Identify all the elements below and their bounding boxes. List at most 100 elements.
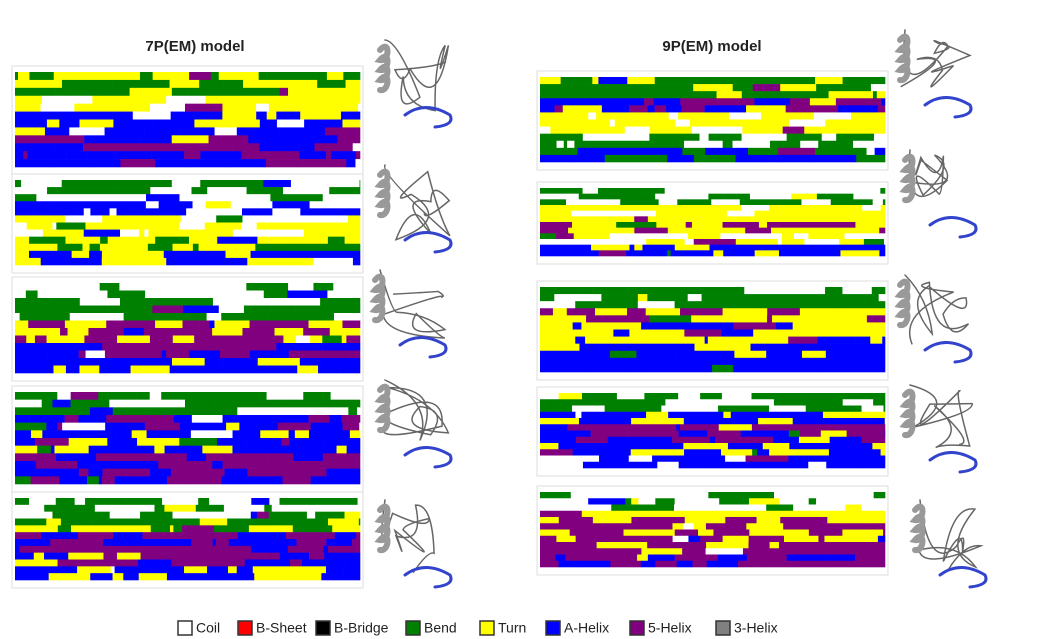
dssp-cell — [833, 351, 850, 358]
dssp-cell — [700, 505, 716, 512]
dssp-cell — [222, 336, 242, 344]
dssp-cell — [309, 321, 343, 329]
dssp-cell — [540, 205, 561, 211]
dssp-cell — [825, 424, 842, 431]
dssp-cell — [53, 366, 66, 374]
dssp-cell — [650, 205, 674, 211]
dssp-cell — [616, 98, 644, 105]
dssp-cell — [67, 187, 86, 194]
dssp-cell — [261, 366, 293, 374]
dssp-cell — [189, 446, 202, 454]
dssp-cell — [113, 573, 124, 580]
dssp-cell — [44, 553, 68, 560]
dssp-cell — [191, 407, 226, 415]
dssp-cell — [310, 336, 323, 344]
dssp-cell — [61, 135, 84, 143]
dssp-cell — [621, 418, 631, 425]
dssp-cell — [691, 91, 699, 98]
dssp-cell — [828, 105, 838, 112]
dssp-cell — [329, 187, 360, 194]
dssp-cell — [136, 258, 167, 265]
dssp-cell — [15, 407, 51, 415]
dssp-cell — [836, 98, 841, 105]
dssp-cell — [87, 72, 112, 80]
dssp-cell — [694, 523, 702, 530]
dssp-cell — [788, 294, 820, 301]
dssp-cell — [107, 143, 145, 151]
dssp-cell — [213, 291, 222, 299]
dssp-cell — [731, 431, 741, 438]
dssp-cell — [353, 258, 360, 265]
dssp-cell — [708, 194, 725, 200]
dssp-cell — [88, 328, 117, 336]
dssp-cell — [570, 245, 591, 251]
dssp-cell — [29, 72, 54, 80]
dssp-cell — [245, 560, 251, 567]
dssp-cell — [88, 151, 116, 159]
dssp-cell — [39, 546, 62, 553]
dssp-cell — [714, 344, 751, 351]
dssp-cell — [653, 530, 675, 537]
dssp-cell — [559, 517, 572, 524]
dssp-cell — [62, 180, 104, 187]
dssp-cell — [705, 148, 727, 155]
dssp-cell — [301, 215, 306, 222]
dssp-cell — [816, 84, 828, 91]
dssp-cell — [540, 536, 557, 543]
dssp-cell — [864, 239, 884, 245]
dssp-cell — [325, 438, 361, 446]
dssp-cell — [677, 561, 693, 568]
dssp-cell — [724, 155, 735, 162]
dssp-cell — [57, 96, 80, 104]
dssp-cell — [90, 208, 109, 215]
dssp-cell — [139, 230, 144, 237]
dssp-cell — [117, 553, 141, 560]
dssp-cell — [15, 321, 29, 329]
dssp-cell — [734, 351, 766, 358]
dssp-cell — [711, 199, 725, 205]
dssp-cell — [770, 542, 780, 549]
dssp-cell — [853, 141, 870, 148]
dssp-cell — [352, 539, 360, 546]
dssp-cell — [713, 250, 723, 256]
dssp-cell — [64, 251, 72, 258]
dssp-cell — [151, 525, 171, 532]
dssp-cell — [540, 399, 545, 406]
dssp-cell — [648, 437, 673, 444]
dssp-cell — [761, 548, 795, 555]
dssp-cell — [610, 561, 633, 568]
dssp-cell — [51, 251, 59, 258]
dssp-cell — [204, 283, 212, 291]
dssp-cell — [758, 418, 793, 425]
dssp-cell — [706, 542, 749, 549]
dssp-cell — [564, 530, 570, 537]
dssp-cell — [656, 222, 666, 228]
dssp-cell — [226, 407, 238, 415]
dssp-cell — [793, 216, 807, 222]
dssp-cell — [302, 505, 318, 512]
dssp-cell — [124, 328, 144, 336]
dssp-cell — [675, 365, 712, 372]
dssp-cell — [612, 211, 639, 217]
dssp-cell — [110, 194, 146, 201]
dssp-cell — [149, 306, 153, 314]
dssp-cell — [804, 456, 844, 463]
dssp-cell — [675, 245, 710, 251]
dssp-cell — [15, 215, 58, 222]
dssp-cell — [47, 187, 68, 194]
dssp-cell — [837, 393, 874, 400]
dssp-cell — [700, 393, 722, 400]
dssp-cell — [112, 72, 141, 80]
dssp-cell — [579, 523, 621, 530]
dssp-cell — [205, 358, 223, 366]
dssp-cell — [540, 548, 575, 555]
dssp-cell — [329, 415, 341, 423]
dssp-cell — [540, 530, 564, 537]
dssp-cell — [647, 294, 654, 301]
dssp-cell — [815, 148, 843, 155]
dssp-cell — [219, 194, 249, 201]
dssp-cell — [170, 366, 197, 374]
dssp-cell — [708, 412, 724, 419]
dssp-cell — [822, 205, 862, 211]
dssp-cell — [96, 546, 106, 553]
